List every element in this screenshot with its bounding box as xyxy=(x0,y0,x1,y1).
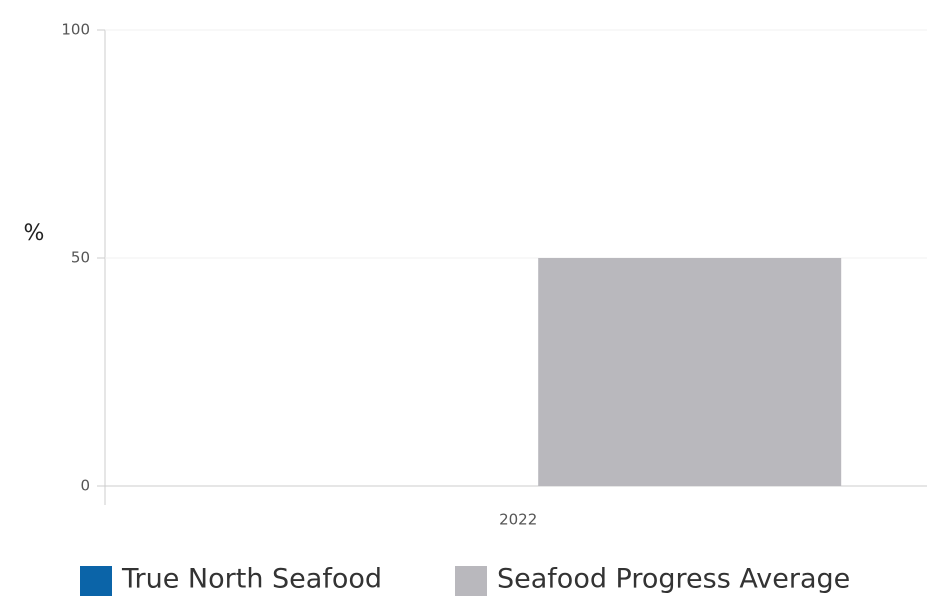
bar xyxy=(538,258,842,486)
y-axis-label: % xyxy=(24,221,45,246)
legend-swatch xyxy=(455,566,487,596)
x-tick-label: 2022 xyxy=(499,511,537,529)
y-tick-label: 0 xyxy=(80,477,90,495)
legend-swatch xyxy=(80,566,112,596)
y-tick-label: 50 xyxy=(71,249,90,267)
legend-label: True North Seafood xyxy=(121,564,382,595)
legend-label: Seafood Progress Average xyxy=(497,564,850,595)
y-tick-label: 100 xyxy=(61,21,90,39)
